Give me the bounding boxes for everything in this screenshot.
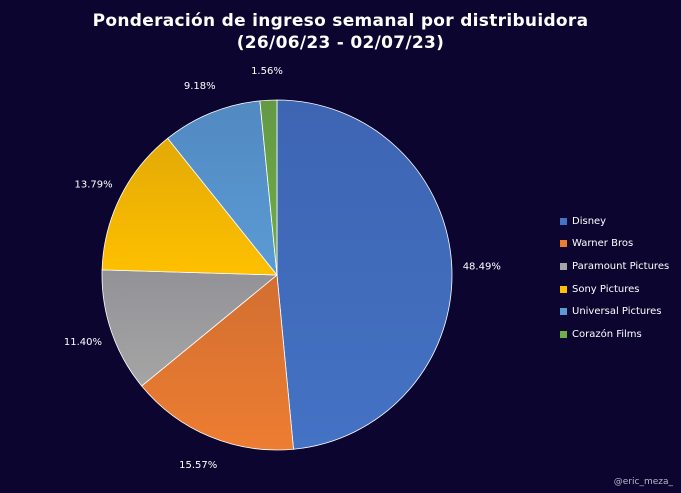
data-label-coraz-n-films: 1.56%	[251, 66, 283, 77]
legend-swatch	[560, 262, 567, 270]
legend-swatch	[560, 330, 567, 338]
chart-title-line2: (26/06/23 - 02/07/23)	[236, 33, 445, 53]
pie-slice-disney	[276, 99, 453, 450]
legend-item-disney: Disney	[560, 210, 669, 233]
pie-slice-warner-bros	[141, 274, 294, 451]
legend-label: Sony Pictures	[572, 283, 640, 295]
legend-swatch	[560, 217, 567, 225]
data-label-universal-pictures: 9.18%	[184, 81, 216, 92]
legend-label: Corazón Films	[572, 328, 642, 340]
legend-swatch	[560, 285, 567, 293]
data-label-warner-bros: 15.57%	[179, 460, 217, 471]
legend-item-universal-pictures: Universal Pictures	[560, 300, 669, 323]
legend-label: Paramount Pictures	[572, 260, 670, 272]
chart-legend: Disney Warner Bros Paramount Pictures Sony …	[560, 210, 669, 346]
legend-swatch	[560, 308, 567, 316]
pie-slice-universal-pictures	[167, 100, 278, 277]
data-label-paramount-pictures: 11.40%	[64, 337, 102, 348]
legend-item-sony-pictures: Sony Pictures	[560, 278, 669, 301]
chart-title-line1: Ponderación de ingreso semanal por distr…	[92, 11, 589, 31]
legend-label: Universal Pictures	[572, 306, 662, 318]
author-credit: @eric_meza_	[613, 477, 673, 487]
legend-item-warner-bros: Warner Bros	[560, 233, 669, 256]
chart-title: Ponderación de ingreso semanal por distr…	[0, 10, 681, 54]
data-label-sony-pictures: 13.79%	[74, 180, 112, 191]
legend-item-paramount-pictures: Paramount Pictures	[560, 255, 669, 278]
legend-item-coraz-n-films: Corazón Films	[560, 323, 669, 346]
pie-slice-paramount-pictures	[101, 269, 279, 387]
legend-swatch	[560, 240, 567, 248]
legend-label: Disney	[572, 215, 607, 227]
legend-label: Warner Bros	[572, 238, 634, 250]
pie-slice-coraz-n-films	[259, 99, 278, 276]
data-label-disney: 48.49%	[463, 261, 501, 272]
pie-slice-sony-pictures	[101, 137, 278, 276]
